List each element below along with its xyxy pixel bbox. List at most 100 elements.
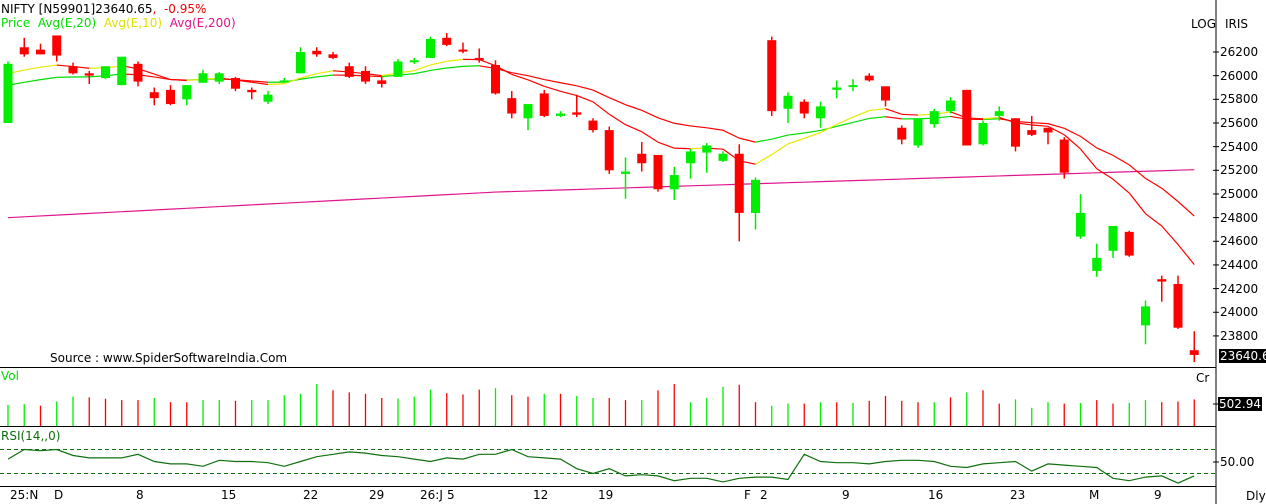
candle: [377, 76, 387, 88]
candle: [734, 144, 744, 242]
candle: [214, 72, 224, 84]
candle: [474, 48, 484, 63]
candle: [36, 43, 45, 55]
candle: [426, 36, 435, 58]
candle: [962, 89, 972, 146]
candle: [296, 47, 305, 74]
candle: [686, 149, 695, 179]
rsi-line: [7, 448, 1195, 484]
source-label: Source : www.SpiderSoftwareIndia.Com: [50, 351, 288, 365]
date-label: 29: [369, 488, 385, 502]
last-price-tag: 23640.6: [1219, 349, 1266, 363]
price-tick-label: 25000: [1220, 186, 1259, 201]
candle: [3, 61, 13, 123]
candle: [409, 57, 419, 64]
candle: [101, 66, 110, 80]
candle: [1157, 275, 1167, 302]
candle: [1141, 300, 1150, 345]
candle: [751, 177, 760, 230]
candle: [929, 108, 939, 128]
candle: [393, 59, 403, 77]
candle: [312, 47, 322, 57]
candle: [344, 62, 354, 79]
candle: [799, 99, 809, 119]
volume-last-tag: 502.94: [1218, 397, 1262, 411]
candle: [897, 125, 907, 145]
price-tick-label: 25200: [1220, 163, 1259, 178]
change-percent: -0.95%: [163, 2, 207, 16]
candle: [881, 86, 890, 107]
date-label: 23: [1010, 488, 1026, 502]
candle: [1027, 115, 1037, 137]
candle: [767, 36, 777, 116]
price-tick-label: 24200: [1220, 281, 1259, 296]
candle: [913, 118, 923, 148]
candle: [832, 80, 842, 99]
candle: [556, 111, 565, 118]
candle: [19, 37, 29, 57]
candle: [182, 85, 192, 106]
legend-ema10[interactable]: Avg(E,10): [103, 16, 163, 30]
candle: [84, 70, 94, 84]
candle: [328, 52, 338, 60]
legend: Price Avg(E,20) Avg(E,10) Avg(E,200): [1, 16, 236, 30]
symbol-label: NIFTY [N59901]: [1, 2, 96, 16]
candle: [1059, 137, 1069, 179]
candle: [1076, 194, 1085, 239]
date-label: F: [744, 488, 751, 502]
price-tick-label: 25400: [1220, 139, 1259, 154]
candle: [702, 143, 712, 173]
candle: [523, 104, 533, 131]
candle: [669, 166, 679, 200]
candle: [68, 62, 78, 75]
price-panel: [3, 33, 1199, 363]
date-label: 15: [221, 488, 237, 502]
date-label: 5: [447, 488, 455, 502]
date-label: D: [54, 488, 64, 502]
price-tick-label: 24600: [1220, 234, 1259, 249]
date-label: 9: [842, 488, 850, 502]
candle: [946, 96, 955, 114]
candle: [442, 33, 452, 47]
legend-ema200[interactable]: Avg(E,200): [169, 16, 236, 30]
volume-panel: [7, 384, 1195, 426]
candle: [848, 79, 858, 92]
candle: [1043, 127, 1053, 145]
candle: [1189, 331, 1199, 363]
price-tick-label: 26200: [1220, 45, 1259, 59]
log-scale-toggle[interactable]: LOG: [1191, 17, 1217, 31]
candle: [263, 91, 273, 105]
last-price: 23640.65: [95, 2, 153, 16]
axes: [0, 0, 1219, 504]
candle: [588, 118, 598, 133]
candle: [1092, 243, 1102, 277]
price-tick-label: 26000: [1220, 68, 1259, 83]
candle: [539, 89, 549, 118]
candle: [994, 106, 1004, 121]
candle: [978, 120, 988, 146]
candle: [491, 60, 500, 95]
candle: [279, 78, 289, 83]
price-tick-label: 25800: [1220, 92, 1259, 107]
candle: [117, 56, 127, 86]
candle: [621, 157, 630, 199]
period-label[interactable]: Dly: [1246, 489, 1266, 503]
separator: ,: [152, 2, 157, 16]
legend-price[interactable]: Price: [1, 16, 31, 30]
volume-label: Vol: [1, 369, 19, 383]
candle: [231, 76, 240, 92]
date-label: 25:N: [10, 488, 39, 502]
date-label: 26:J: [420, 488, 443, 502]
candle: [637, 141, 647, 172]
date-label: 2: [760, 488, 768, 502]
candle: [864, 73, 874, 82]
legend-ema20[interactable]: Avg(E,20): [37, 16, 97, 30]
candle: [1108, 225, 1118, 258]
candle: [1011, 118, 1020, 152]
candle: [247, 87, 257, 100]
brand-label: IRIS: [1225, 17, 1249, 31]
candle: [458, 42, 468, 54]
price-tick-label: 24800: [1220, 210, 1259, 225]
candle: [52, 35, 62, 62]
